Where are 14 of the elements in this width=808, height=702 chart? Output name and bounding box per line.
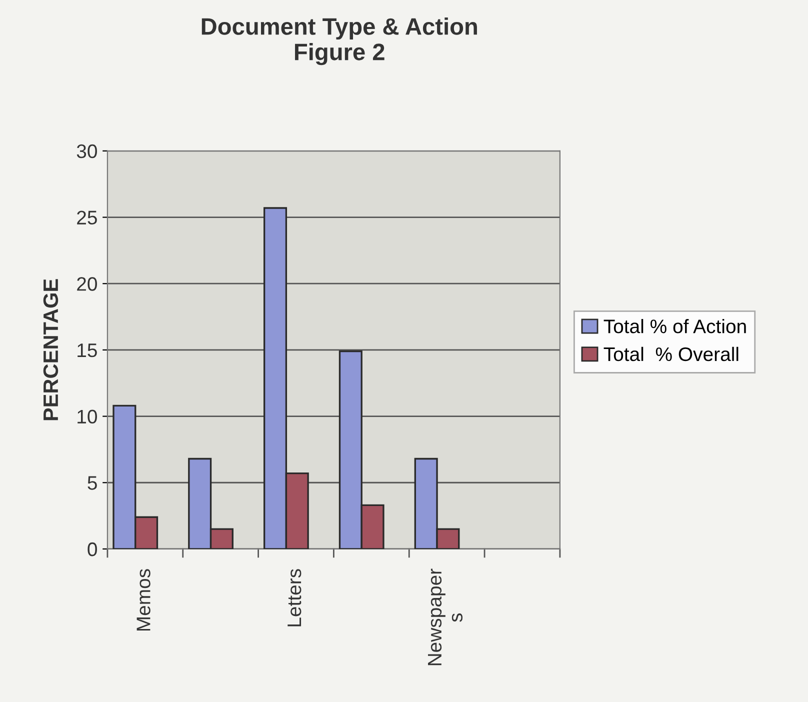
y-axis-title: PERCENTAGE — [43, 279, 58, 420]
y-tick-label: 30 — [76, 144, 97, 158]
y-tick-label: 10 — [78, 410, 97, 424]
chart-title: Document Type & Action Figure 2 — [202, 18, 477, 66]
x-tick-label: Memos — [136, 569, 150, 631]
x-tick-label: Letters — [288, 569, 302, 626]
y-tick-label: 15 — [78, 344, 97, 358]
legend-label: Total % Overall — [604, 346, 738, 362]
y-tick-label: 25 — [77, 210, 97, 225]
legend-label: Total % of Action — [604, 319, 746, 334]
y-tick-label: 0 — [88, 542, 97, 556]
x-tick-label: Newspaper s — [428, 568, 463, 666]
y-tick-label: 5 — [88, 476, 97, 490]
y-tick-label: 20 — [77, 277, 97, 291]
